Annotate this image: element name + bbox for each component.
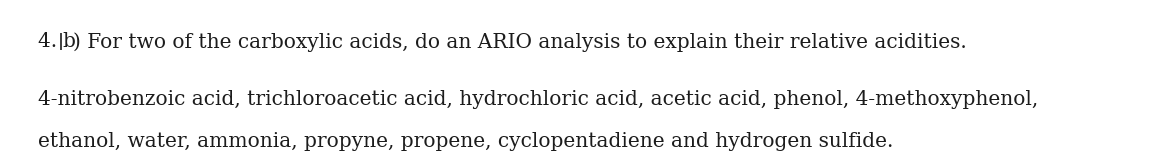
Text: ) For two of the carboxylic acids, do an ARIO analysis to explain their relative: ) For two of the carboxylic acids, do an… (72, 32, 966, 52)
Text: ethanol, water, ammonia, propyne, propene, cyclopentadiene and hydrogen sulfide.: ethanol, water, ammonia, propyne, propen… (38, 132, 894, 151)
Text: 4.: 4. (38, 32, 64, 51)
Text: b: b (63, 32, 76, 51)
Text: 4-nitrobenzoic acid, trichloroacetic acid, hydrochloric acid, acetic acid, pheno: 4-nitrobenzoic acid, trichloroacetic aci… (38, 90, 1038, 109)
